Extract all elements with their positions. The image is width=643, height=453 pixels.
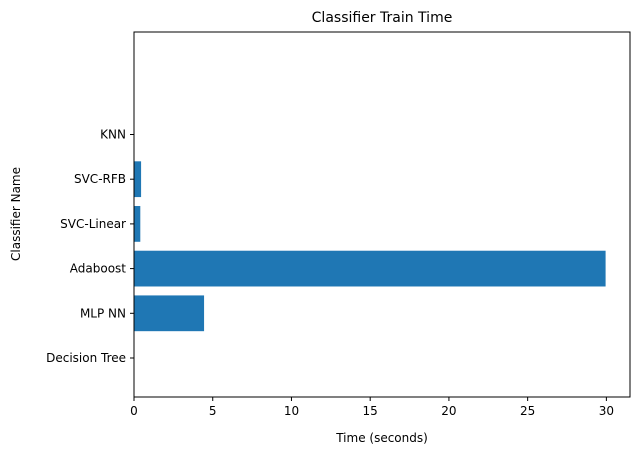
x-tick-label: 30 [599,404,614,418]
y-axis-ticks: Decision Tree MLP NN Adaboost SVC-Linear SVC… [46,128,134,365]
x-tick-label: 5 [209,404,217,418]
y-tick-label: SVC-Linear [60,217,126,231]
x-tick-label: 10 [284,404,299,418]
x-tick-label: 0 [130,404,138,418]
chart-title: Classifier Train Time [312,10,453,26]
y-tick-label: Adaboost [70,262,127,276]
bar-mlp-nn [134,295,205,332]
y-tick-label: SVC-RFB [74,172,126,186]
x-tick-label: 20 [441,404,456,418]
bar-svc-linear [134,206,141,242]
y-tick-label: Decision Tree [46,351,126,365]
bars-group [134,116,606,376]
x-axis-label: Time (seconds) [335,431,428,445]
y-axis-label: Classifier Name [9,167,23,261]
y-tick-label: KNN [100,128,126,142]
x-tick-label: 25 [520,404,535,418]
bar-adaboost [134,250,606,287]
x-tick-label: 15 [363,404,378,418]
y-tick-label: MLP NN [80,306,126,320]
x-axis-ticks: 0 5 10 15 20 25 30 [130,397,614,418]
bar-svc-rfb [134,161,142,198]
plot-frame [133,31,631,398]
